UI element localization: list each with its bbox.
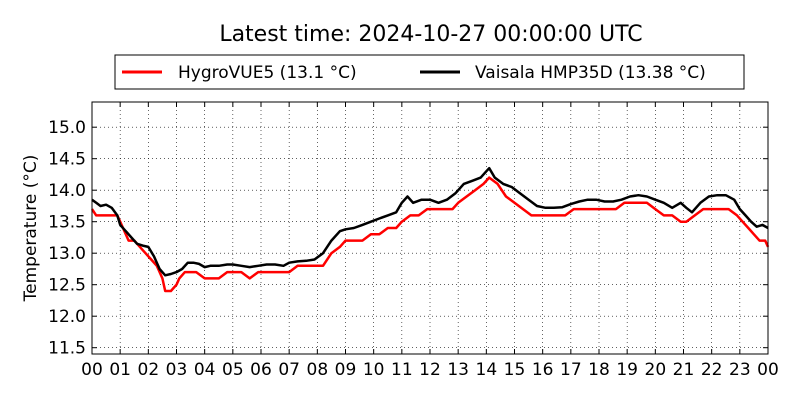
x-ticks: 00 01 02 03 04 05 06 07 08 09 10 11 12 13 14 15 16 17 18 19… bbox=[81, 102, 779, 380]
x-tick-label: 16 bbox=[532, 360, 554, 380]
y-tick-label: 12.5 bbox=[48, 276, 86, 296]
x-tick-label: 07 bbox=[278, 360, 300, 380]
x-tick-label: 03 bbox=[166, 360, 188, 380]
y-tick-label: 14.5 bbox=[48, 150, 86, 170]
plot-frame bbox=[91, 101, 769, 355]
series-line-hygrovue5 bbox=[90, 176, 770, 293]
y-ticks: 11.5 12.0 12.5 13.0 13.5 14.0 14.5 15.0 bbox=[48, 118, 768, 359]
series-layer bbox=[90, 166, 770, 293]
y-tick-label: 13.5 bbox=[48, 213, 86, 233]
y-tick-label: 15.0 bbox=[48, 118, 86, 138]
x-tick-label: 15 bbox=[504, 360, 526, 380]
x-tick-label: 11 bbox=[391, 360, 413, 380]
x-tick-label: 02 bbox=[138, 360, 160, 380]
y-axis-label: Temperature (°C) bbox=[21, 155, 41, 303]
x-tick-label: 20 bbox=[645, 360, 667, 380]
x-tick-label: 19 bbox=[616, 360, 638, 380]
x-tick-label: 17 bbox=[560, 360, 582, 380]
x-tick-label: 04 bbox=[194, 360, 216, 380]
x-tick-label: 14 bbox=[476, 360, 498, 380]
legend-label-hygrovue5: HygroVUE5 (13.1 °C) bbox=[178, 63, 357, 83]
x-tick-label: 09 bbox=[335, 360, 357, 380]
x-tick-label: 22 bbox=[701, 360, 723, 380]
x-tick-label: 01 bbox=[109, 360, 131, 380]
series-line-vaisala bbox=[91, 166, 769, 277]
x-tick-label: 18 bbox=[588, 360, 610, 380]
grid bbox=[91, 102, 769, 354]
x-tick-label: 00 bbox=[81, 360, 103, 380]
y-tick-label: 12.0 bbox=[48, 307, 86, 327]
y-tick-label: 11.5 bbox=[48, 339, 86, 359]
x-tick-label: 00 bbox=[757, 360, 779, 380]
x-tick-label: 05 bbox=[222, 360, 244, 380]
x-tick-label: 13 bbox=[447, 360, 469, 380]
y-tick-label: 14.0 bbox=[48, 181, 86, 201]
x-tick-label: 10 bbox=[363, 360, 385, 380]
legend: HygroVUE5 (13.1 °C) Vaisala HMP35D (13.3… bbox=[114, 54, 745, 90]
x-tick-label: 23 bbox=[729, 360, 751, 380]
x-tick-label: 12 bbox=[419, 360, 441, 380]
legend-label-vaisala: Vaisala HMP35D (13.38 °C) bbox=[475, 63, 706, 83]
chart-title: Latest time: 2024-10-27 00:00:00 UTC bbox=[219, 22, 642, 47]
y-tick-label: 13.0 bbox=[48, 244, 86, 264]
x-tick-label: 08 bbox=[307, 360, 329, 380]
x-tick-label: 21 bbox=[673, 360, 695, 380]
x-tick-label: 06 bbox=[250, 360, 272, 380]
